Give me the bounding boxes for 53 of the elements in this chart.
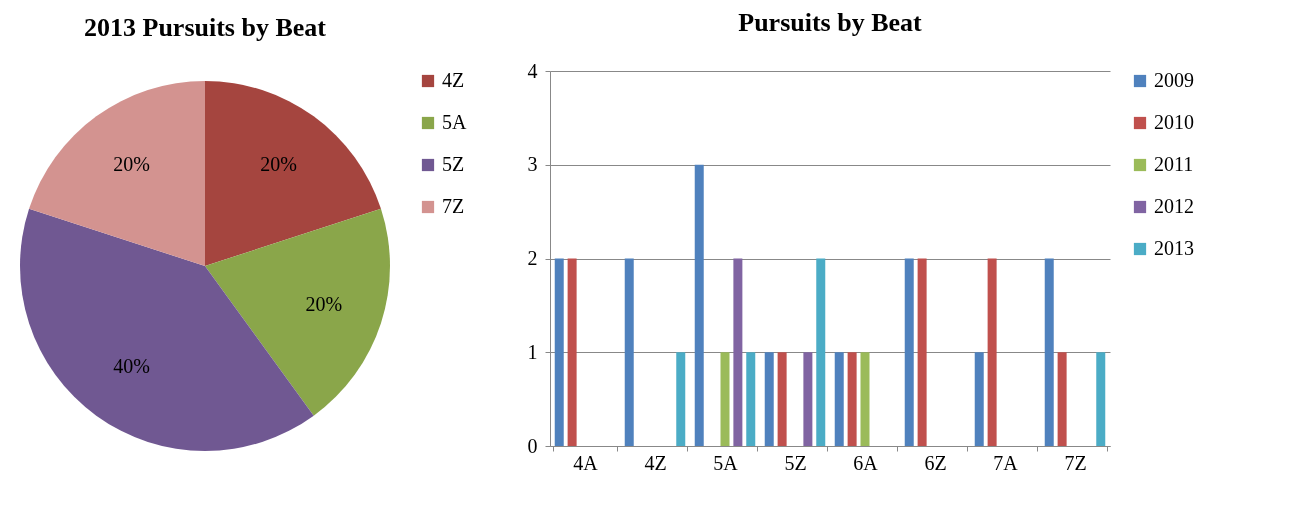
bar (860, 352, 870, 446)
x-tick-label: 7Z (1064, 451, 1087, 474)
bar (694, 164, 704, 446)
x-tick-label: 5Z (784, 451, 807, 474)
bar (904, 258, 914, 446)
legend-label: 2010 (1154, 111, 1194, 133)
bar (847, 352, 857, 446)
legend-label: 2011 (1154, 153, 1194, 175)
bar (816, 258, 826, 446)
x-tick-label: 5A (713, 451, 739, 474)
pie-slice (29, 81, 205, 266)
y-tick-label: 1 (527, 340, 538, 363)
x-tick-label: 4Z (644, 451, 667, 474)
legend-label: 2013 (1154, 237, 1194, 259)
bar (733, 258, 743, 446)
bar (834, 352, 844, 446)
x-tick-label: 6A (853, 451, 879, 474)
y-tick-label: 3 (527, 153, 538, 176)
bar (1057, 352, 1067, 446)
pie-slice (205, 208, 390, 416)
legend-label: 2012 (1154, 195, 1194, 217)
bar (746, 352, 756, 446)
chart-title: Pursuits by Beat (738, 8, 923, 37)
bar (974, 352, 984, 446)
bar (720, 352, 730, 446)
x-tick-label: 7A (993, 451, 1019, 474)
bar (803, 352, 813, 446)
legend-label: 7Z (442, 195, 465, 217)
y-tick-label: 2 (527, 247, 538, 269)
legend-label: 2009 (1154, 69, 1194, 91)
bar (764, 352, 774, 446)
x-tick-label: 6Z (924, 451, 947, 474)
bar (1096, 352, 1106, 446)
legend-label: 5A (442, 111, 467, 133)
legend-label: 5Z (442, 153, 465, 175)
x-tick-label: 4A (573, 451, 599, 474)
bar (777, 352, 787, 446)
y-tick-label: 4 (527, 59, 538, 82)
chart-title: 2013 Pursuits by Beat (84, 13, 327, 42)
y-tick-label: 0 (527, 434, 538, 457)
data-label: 20% (260, 152, 297, 175)
bar (554, 258, 564, 446)
bar (624, 258, 634, 446)
data-label: 20% (305, 292, 343, 315)
pie-slice (205, 81, 381, 266)
data-label: 20% (113, 152, 150, 175)
bar (567, 258, 577, 446)
bar (917, 258, 927, 446)
bar (676, 352, 686, 446)
bar (1044, 258, 1054, 446)
legend-label: 4Z (442, 69, 465, 91)
bar (987, 258, 997, 446)
data-label: 40% (113, 355, 150, 378)
